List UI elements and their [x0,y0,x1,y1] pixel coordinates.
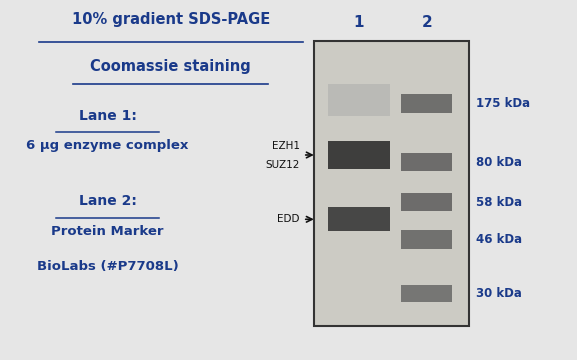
Text: 46 kDa: 46 kDa [476,233,522,246]
Bar [401,153,452,171]
Bar [328,141,389,169]
Bar [401,193,452,211]
Text: 2: 2 [421,15,432,30]
Text: BioLabs (#P7708L): BioLabs (#P7708L) [37,260,178,273]
Bar [401,285,452,302]
Bar [328,84,389,116]
Text: Protein Marker: Protein Marker [51,225,164,238]
Text: SUZ12: SUZ12 [265,160,300,170]
Text: Lane 1:: Lane 1: [78,109,137,122]
Bar [401,230,452,249]
Text: 10% gradient SDS-PAGE: 10% gradient SDS-PAGE [72,12,270,27]
Bar [314,41,469,327]
Text: Coomassie staining: Coomassie staining [91,59,251,73]
Text: 58 kDa: 58 kDa [476,195,522,209]
Text: 80 kDa: 80 kDa [476,156,522,168]
Bar [328,207,389,231]
Text: 1: 1 [353,15,364,30]
Text: Lane 2:: Lane 2: [78,194,137,208]
Bar [401,94,452,113]
Text: 30 kDa: 30 kDa [476,287,522,300]
Text: 6 µg enzyme complex: 6 µg enzyme complex [27,139,189,152]
Text: 175 kDa: 175 kDa [476,97,530,110]
Text: EZH1: EZH1 [272,141,300,152]
Text: EDD: EDD [278,214,300,224]
